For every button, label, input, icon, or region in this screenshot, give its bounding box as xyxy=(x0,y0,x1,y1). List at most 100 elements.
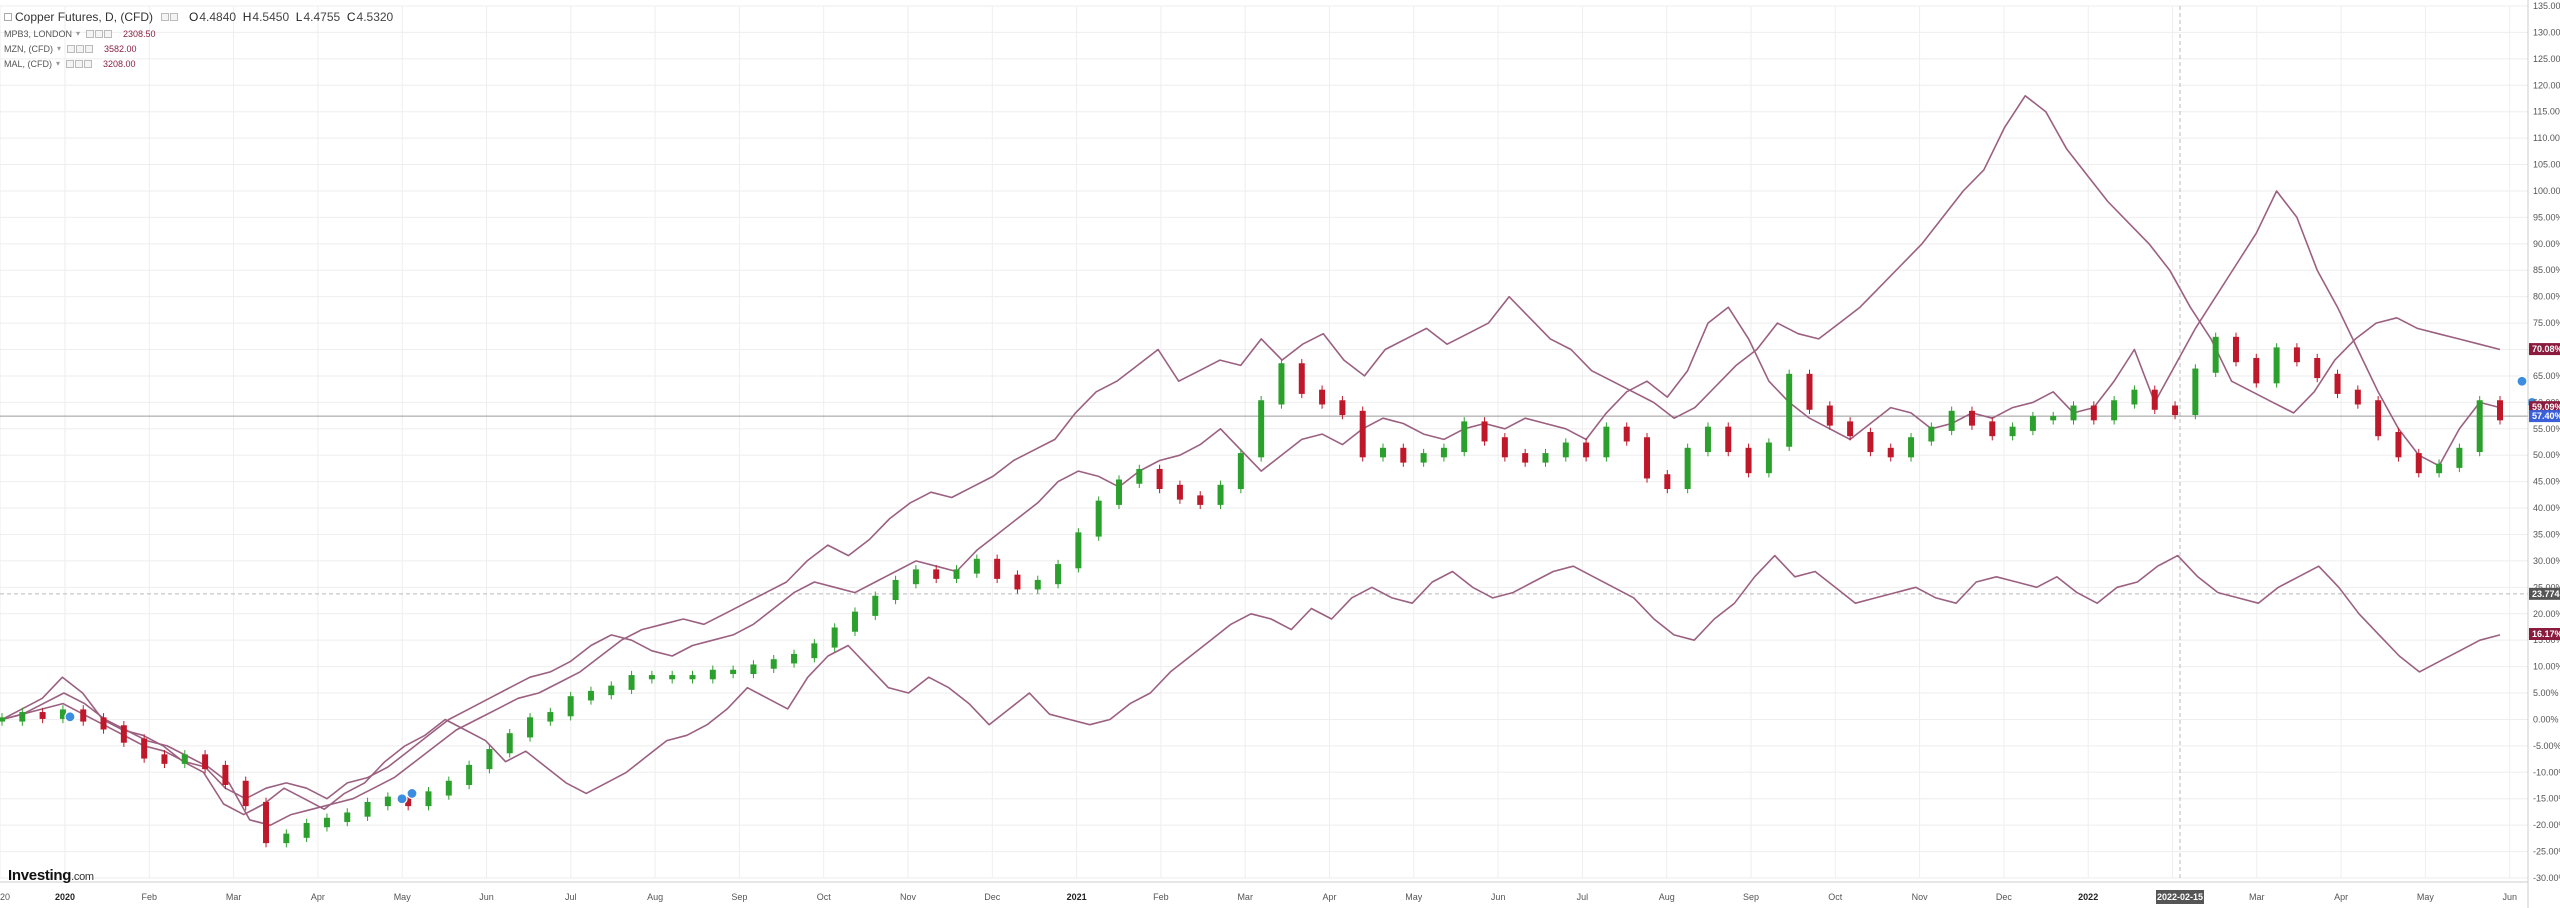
badge-bg xyxy=(2529,343,2560,356)
x-tick-label: Dec xyxy=(984,892,1001,902)
x-tick-label: 2021 xyxy=(1067,892,1087,902)
chevron-down-icon[interactable]: ▾ xyxy=(56,59,61,68)
legend-main-tools[interactable] xyxy=(161,10,179,24)
chevron-down-icon[interactable]: ▾ xyxy=(76,29,81,38)
chart-grid xyxy=(0,5,2528,879)
candle xyxy=(547,707,554,726)
candle-body xyxy=(1968,410,1975,426)
candle xyxy=(1298,359,1305,399)
candle xyxy=(1339,396,1346,420)
candle-body xyxy=(1522,453,1529,463)
candle-body xyxy=(1501,437,1508,458)
y-tick-label: 85.00% xyxy=(2533,265,2560,275)
investing-logo: Investing.com xyxy=(8,867,94,884)
candle xyxy=(1095,496,1102,541)
candle xyxy=(1176,480,1183,504)
candle-body xyxy=(628,675,635,690)
candle-body xyxy=(1136,468,1143,484)
candle xyxy=(1481,417,1488,446)
candle xyxy=(587,686,594,705)
eye-icon[interactable] xyxy=(66,59,75,68)
candle-body xyxy=(1176,484,1183,500)
legend-compare-row[interactable]: MZN, (CFD) ▾ 3582.00 xyxy=(4,41,393,56)
x-tick-label: 20 xyxy=(0,892,10,902)
y-tick-label: -20.00% xyxy=(2533,820,2560,830)
y-tick-label: -5.00% xyxy=(2533,741,2560,751)
legend-main-row[interactable]: Copper Futures, D, (CFD) O4.4840 H4.5450… xyxy=(4,8,393,26)
candle xyxy=(1989,417,1996,441)
candle xyxy=(486,744,493,774)
candle-body xyxy=(222,764,229,785)
candle xyxy=(1440,443,1447,462)
candle-body xyxy=(1542,453,1549,463)
x-tick-label: Jul xyxy=(565,892,577,902)
y-tick-label: 135.00% xyxy=(2533,1,2560,11)
candle xyxy=(1684,443,1691,494)
candle xyxy=(1522,448,1529,467)
candle xyxy=(2192,364,2199,420)
candle-body xyxy=(1745,447,1752,474)
y-tick-label: 15.00% xyxy=(2533,635,2560,645)
legend-compare-row[interactable]: MPB3, LONDON ▾ 2308.50 xyxy=(4,26,393,41)
candle xyxy=(2253,353,2260,388)
candle-body xyxy=(425,791,432,807)
candle xyxy=(39,707,46,724)
candle-body xyxy=(59,709,66,719)
candle xyxy=(2070,401,2077,425)
x-tick-label: Aug xyxy=(647,892,663,902)
event-marker-icon[interactable] xyxy=(396,793,408,805)
close-icon[interactable] xyxy=(104,29,113,38)
candle-body xyxy=(547,712,554,722)
candle xyxy=(1908,433,1915,462)
candle-body xyxy=(120,725,127,743)
y-tick-label: 30.00% xyxy=(2533,556,2560,566)
y-tick-label: 55.00% xyxy=(2533,424,2560,434)
settings-icon[interactable] xyxy=(161,13,170,21)
settings-icon[interactable] xyxy=(75,59,84,68)
chevron-down-icon[interactable]: ▾ xyxy=(57,44,62,53)
close-icon[interactable] xyxy=(84,59,93,68)
candle xyxy=(1034,575,1041,594)
event-markers[interactable] xyxy=(64,375,2538,805)
eye-icon[interactable] xyxy=(67,44,76,53)
close-icon[interactable] xyxy=(170,13,179,21)
y-tick-label: 45.00% xyxy=(2533,477,2560,487)
candle xyxy=(1664,470,1671,494)
candle-body xyxy=(2375,400,2382,437)
candle xyxy=(2111,396,2118,425)
event-marker-icon[interactable] xyxy=(406,787,418,800)
candle xyxy=(851,607,858,636)
candle-body xyxy=(1623,426,1630,442)
series-layer xyxy=(1,95,2501,827)
ohlc-close-label: C xyxy=(346,10,356,24)
badge-label: 57.40% xyxy=(2532,411,2560,421)
legend-collapse-icon[interactable] xyxy=(4,13,12,21)
candle-body xyxy=(2009,426,2016,437)
candle xyxy=(2009,422,2016,441)
settings-icon[interactable] xyxy=(76,44,85,53)
close-icon[interactable] xyxy=(85,44,94,53)
candle xyxy=(933,565,940,584)
candle xyxy=(303,818,310,843)
candle xyxy=(2334,369,2341,399)
candle xyxy=(0,713,5,726)
candle xyxy=(1847,417,1854,441)
candle xyxy=(263,797,270,848)
candle-body xyxy=(1055,564,1062,585)
candle-body xyxy=(831,627,838,648)
candle xyxy=(1806,369,1813,414)
candle-body xyxy=(994,558,1001,579)
event-marker-icon[interactable] xyxy=(64,711,76,723)
settings-icon[interactable] xyxy=(95,29,104,38)
legend-compare-row[interactable]: MAL, (CFD) ▾ 3208.00 xyxy=(4,56,393,71)
eye-icon[interactable] xyxy=(86,29,95,38)
candle xyxy=(892,575,899,605)
candle xyxy=(1623,422,1630,446)
candle-body xyxy=(2253,357,2260,384)
candle xyxy=(242,776,249,811)
candle-body xyxy=(1359,410,1366,458)
ohlc-open-label: O xyxy=(189,10,199,24)
candle-body xyxy=(1075,532,1082,569)
event-marker-icon[interactable] xyxy=(2516,375,2528,387)
